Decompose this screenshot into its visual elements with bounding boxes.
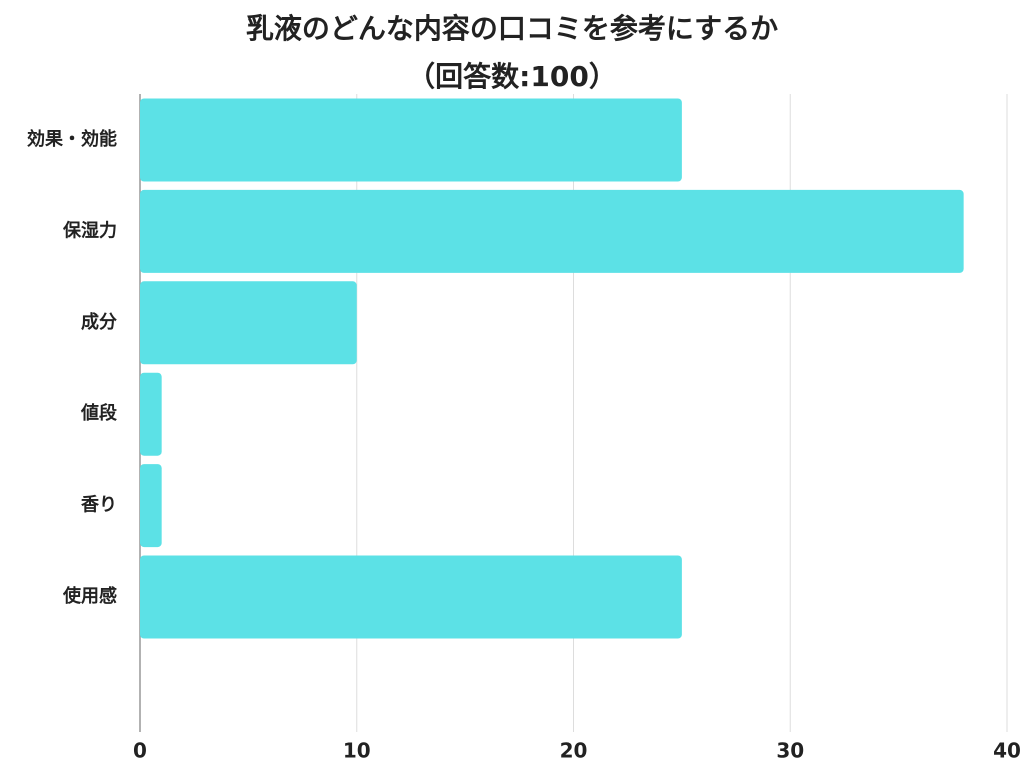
bar (140, 555, 682, 639)
bar (140, 98, 682, 182)
bar (140, 464, 162, 548)
y-tick-label: 効果・効能 (27, 128, 117, 150)
y-tick-label: 香り (80, 495, 117, 516)
bar (140, 372, 162, 456)
x-tick-label: 0 (133, 739, 147, 763)
chart-title: 乳液のどんな内容の口コミを参考にするか (246, 12, 778, 45)
y-tick-label: 値段 (80, 402, 118, 424)
x-tick-label: 10 (343, 739, 371, 763)
bar (140, 189, 964, 273)
y-tick-label: 保湿力 (62, 219, 117, 241)
chart-subtitle: （回答数:100） (407, 60, 617, 93)
x-tick-label: 30 (776, 739, 804, 763)
y-tick-label: 使用感 (62, 585, 117, 607)
x-tick-label: 40 (993, 739, 1021, 763)
y-tick-label: 成分 (81, 311, 117, 333)
x-tick-label: 20 (560, 739, 588, 763)
bar (140, 281, 357, 365)
